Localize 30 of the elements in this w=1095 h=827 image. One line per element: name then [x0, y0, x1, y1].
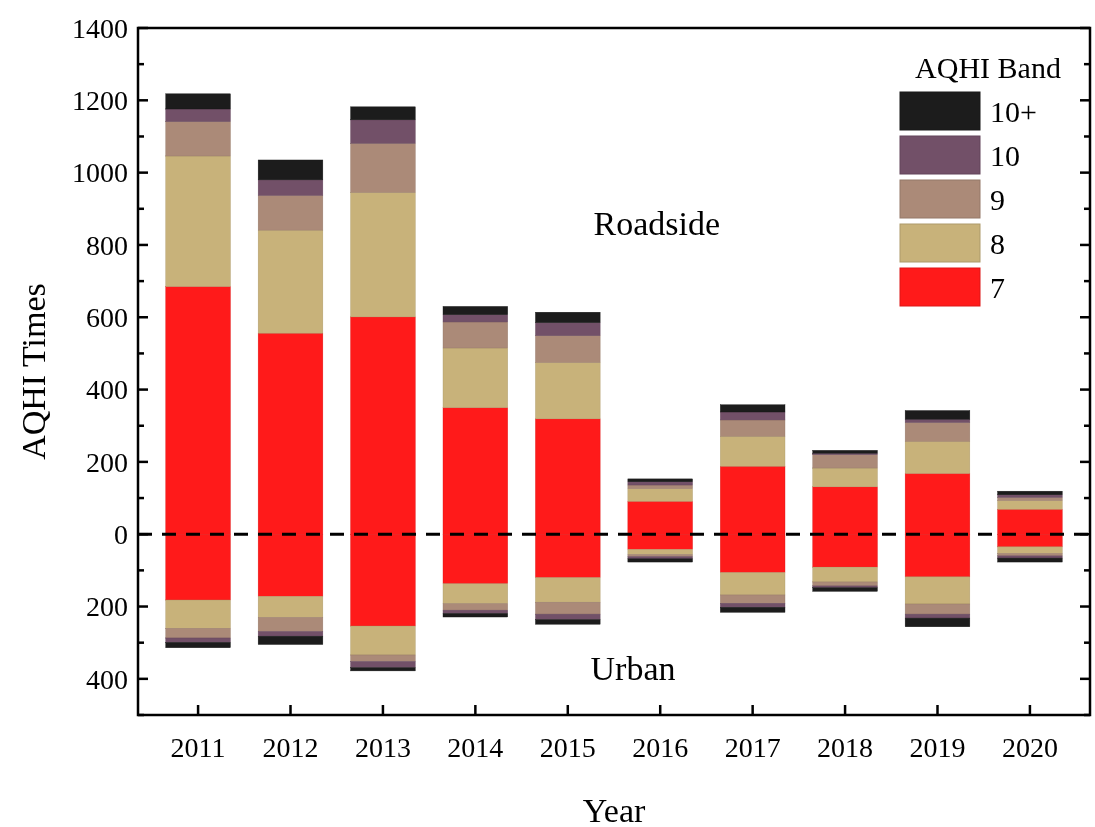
- x-tick-label: 2014: [447, 732, 504, 763]
- legend-label: 10: [990, 138, 1020, 172]
- x-tick-label: 2017: [724, 732, 781, 763]
- legend-label: 10+: [990, 94, 1037, 128]
- legend-label: 7: [990, 270, 1005, 304]
- x-tick-label: 2019: [909, 732, 966, 763]
- x-tick-label: 2016: [632, 732, 689, 763]
- x-tick-label: 2011: [170, 732, 226, 763]
- x-tick-label: 2020: [1001, 732, 1058, 763]
- y-axis-title: AQHI Times: [15, 283, 52, 460]
- y-tick-label: 800: [86, 229, 128, 261]
- x-tick-label: 2012: [262, 732, 319, 763]
- y-tick-label: 200: [86, 591, 128, 623]
- y-tick-label: 1200: [72, 85, 128, 117]
- x-tick-label: 2013: [354, 732, 411, 763]
- legend-title: AQHI Band: [915, 51, 1061, 84]
- x-axis-title: Year: [582, 792, 646, 827]
- annotation: Roadside: [593, 205, 721, 242]
- y-tick-label: 1000: [72, 157, 128, 189]
- annotation: Urban: [590, 650, 676, 687]
- x-tick-label: 2018: [817, 732, 874, 763]
- y-tick-label: 600: [86, 302, 128, 334]
- y-tick-label: 0: [114, 519, 128, 551]
- y-tick-label: 400: [86, 374, 128, 406]
- legend-label: 9: [990, 182, 1005, 216]
- y-tick-label: 400: [86, 663, 128, 695]
- y-tick-label: 200: [86, 446, 128, 478]
- y-tick-label: 1400: [72, 12, 128, 44]
- x-tick-label: 2015: [539, 732, 596, 763]
- legend-label: 8: [990, 226, 1005, 260]
